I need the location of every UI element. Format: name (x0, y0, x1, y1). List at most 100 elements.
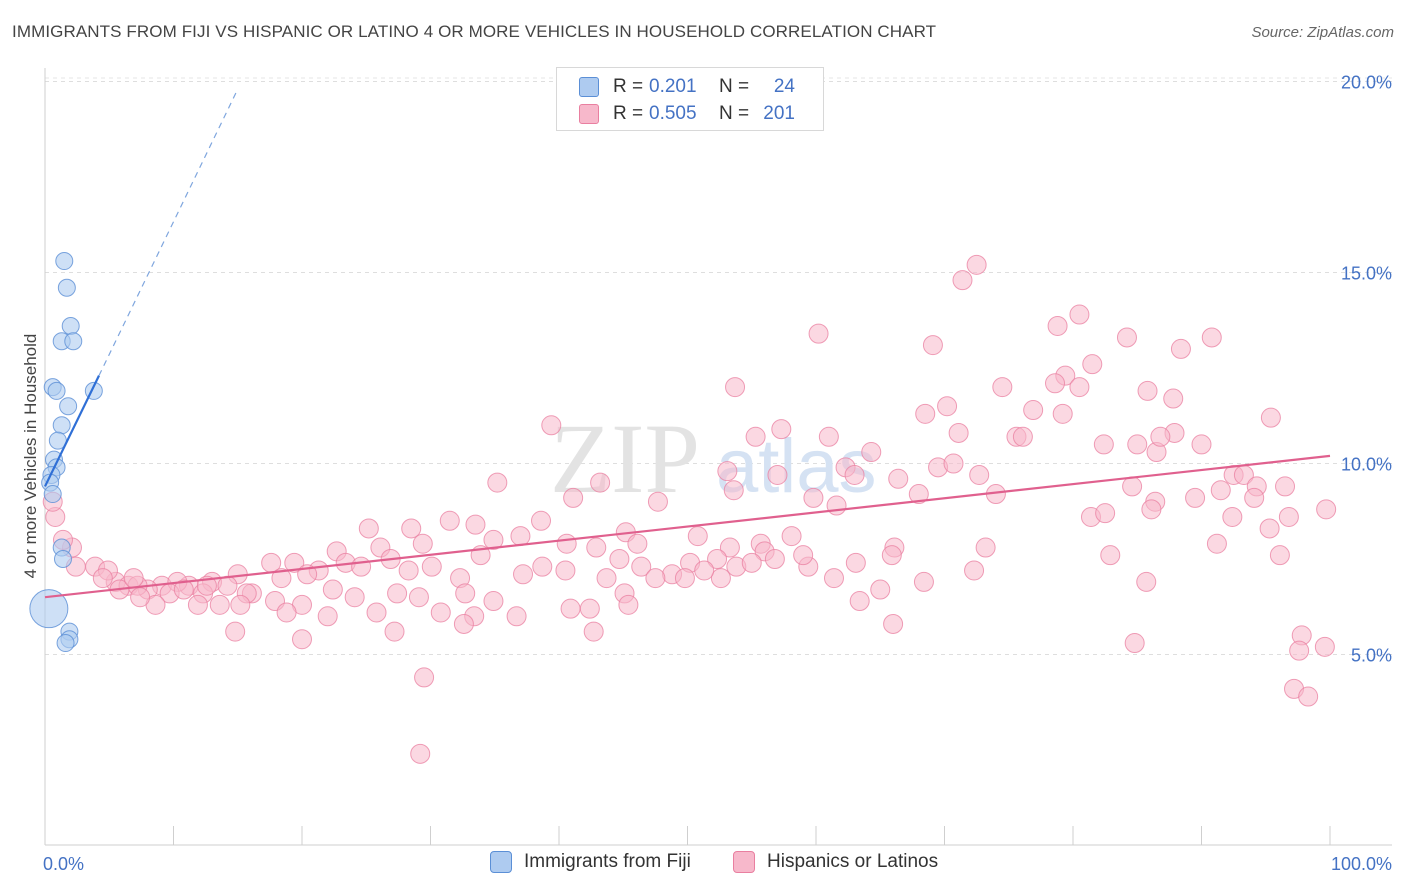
hispanics-point (1024, 401, 1043, 420)
fiji-point (54, 551, 71, 568)
hispanics-point (845, 465, 864, 484)
hispanics-point (772, 420, 791, 439)
hispanics-point (318, 607, 337, 626)
hispanics-point (514, 565, 533, 584)
hispanics-point (809, 324, 828, 343)
hispanics-point (413, 534, 432, 553)
fiji-point (58, 279, 75, 296)
hispanics-point (466, 515, 485, 534)
hispanics-point (1094, 435, 1113, 454)
hispanics-point (345, 588, 364, 607)
fiji-point (60, 398, 77, 415)
hispanics-point (1128, 435, 1147, 454)
hispanics-point (695, 561, 714, 580)
legend-item-hispanics[interactable]: Hispanics or Latinos (733, 851, 938, 873)
hispanics-point (1123, 477, 1142, 496)
hispanics-point (352, 557, 371, 576)
hispanics-point (794, 546, 813, 565)
hispanics-point (1299, 687, 1318, 706)
hispanics-point (768, 465, 787, 484)
hispanics-point (675, 569, 694, 588)
y-tick-label: 5.0% (1351, 646, 1392, 666)
trend-lines (45, 89, 1330, 597)
hispanics-point (804, 488, 823, 507)
hispanics-point (323, 580, 342, 599)
fiji-n-value: 24 (755, 76, 795, 98)
hispanics-point (210, 595, 229, 614)
hispanics-point (484, 592, 503, 611)
fiji-swatch (579, 77, 599, 97)
fiji-point (48, 382, 65, 399)
hispanics-point (511, 527, 530, 546)
hispanics-r-value: 0.505 (649, 103, 719, 125)
hispanics-point (970, 465, 989, 484)
hispanics-point (556, 561, 575, 580)
hispanics-point (542, 416, 561, 435)
hispanics-point (124, 569, 143, 588)
hispanics-point (724, 481, 743, 500)
hispanics-point (591, 473, 610, 492)
hispanics-point (533, 557, 552, 576)
hispanics-point (938, 397, 957, 416)
hispanics-point (967, 255, 986, 274)
fiji-legend-label: Immigrants from Fiji (524, 851, 691, 873)
hispanics-point (1317, 500, 1336, 519)
hispanics-point (1211, 481, 1230, 500)
y-tick-label: 20.0% (1341, 73, 1392, 93)
y-tick-label: 15.0% (1341, 264, 1392, 284)
hispanics-point (1290, 641, 1309, 660)
hispanics-point (889, 469, 908, 488)
hispanics-point (862, 443, 881, 462)
series-legend: Immigrants from Fiji Hispanics or Latino… (0, 851, 1406, 879)
hispanics-point (1117, 328, 1136, 347)
hispanics-point (131, 588, 150, 607)
hispanics-point (422, 557, 441, 576)
hispanics-point (388, 584, 407, 603)
scatter-chart: ZIP atlas 5.0%10.0%15.0%20.0%0.0% 100.0% … (0, 0, 1406, 892)
hispanics-point (385, 622, 404, 641)
hispanics-point (1142, 500, 1161, 519)
hispanics-point (218, 576, 237, 595)
hispanics-point (1137, 572, 1156, 591)
hispanics-point (923, 336, 942, 355)
hispanics-point (1223, 507, 1242, 526)
fiji-point (56, 253, 73, 270)
hispanics-point (711, 569, 730, 588)
hispanics-point (953, 271, 972, 290)
fiji-point (62, 317, 79, 334)
hispanics-point (944, 454, 963, 473)
hispanics-point (1171, 339, 1190, 358)
fiji-r-value: 0.201 (649, 76, 719, 98)
hispanics-point (1315, 637, 1334, 656)
hispanics-point (1151, 427, 1170, 446)
hispanics-point (1260, 519, 1279, 538)
hispanics-point (726, 378, 745, 397)
hispanics-point (1192, 435, 1211, 454)
legend-item-fiji[interactable]: Immigrants from Fiji (490, 851, 691, 873)
hispanics-point (850, 592, 869, 611)
hispanics-legend-swatch (733, 851, 755, 873)
hispanics-point (871, 580, 890, 599)
hispanics-point (648, 492, 667, 511)
y-axis-title: 4 or more Vehicles in Household (21, 334, 40, 579)
hispanics-point (1013, 427, 1032, 446)
hispanics-point (399, 561, 418, 580)
n-label: N = (719, 76, 755, 98)
hispanics-point (597, 569, 616, 588)
correlation-legend: R = 0.201 N = 24 R = 0.505 N = 201 (556, 67, 824, 131)
hispanics-point (1261, 408, 1280, 427)
fiji-trend-extension (99, 89, 238, 376)
hispanics-point (561, 599, 580, 618)
hispanics-point (1046, 374, 1065, 393)
hispanics-legend-label: Hispanics or Latinos (767, 851, 938, 873)
hispanics-point (1070, 378, 1089, 397)
hispanics-point (409, 588, 428, 607)
hispanics-point (188, 595, 207, 614)
hispanics-point (782, 527, 801, 546)
legend-row-hispanics: R = 0.505 N = 201 (579, 102, 795, 126)
hispanics-point (628, 534, 647, 553)
hispanics-point (882, 546, 901, 565)
hispanics-point (507, 607, 526, 626)
hispanics-point (993, 378, 1012, 397)
hispanics-point (718, 462, 737, 481)
